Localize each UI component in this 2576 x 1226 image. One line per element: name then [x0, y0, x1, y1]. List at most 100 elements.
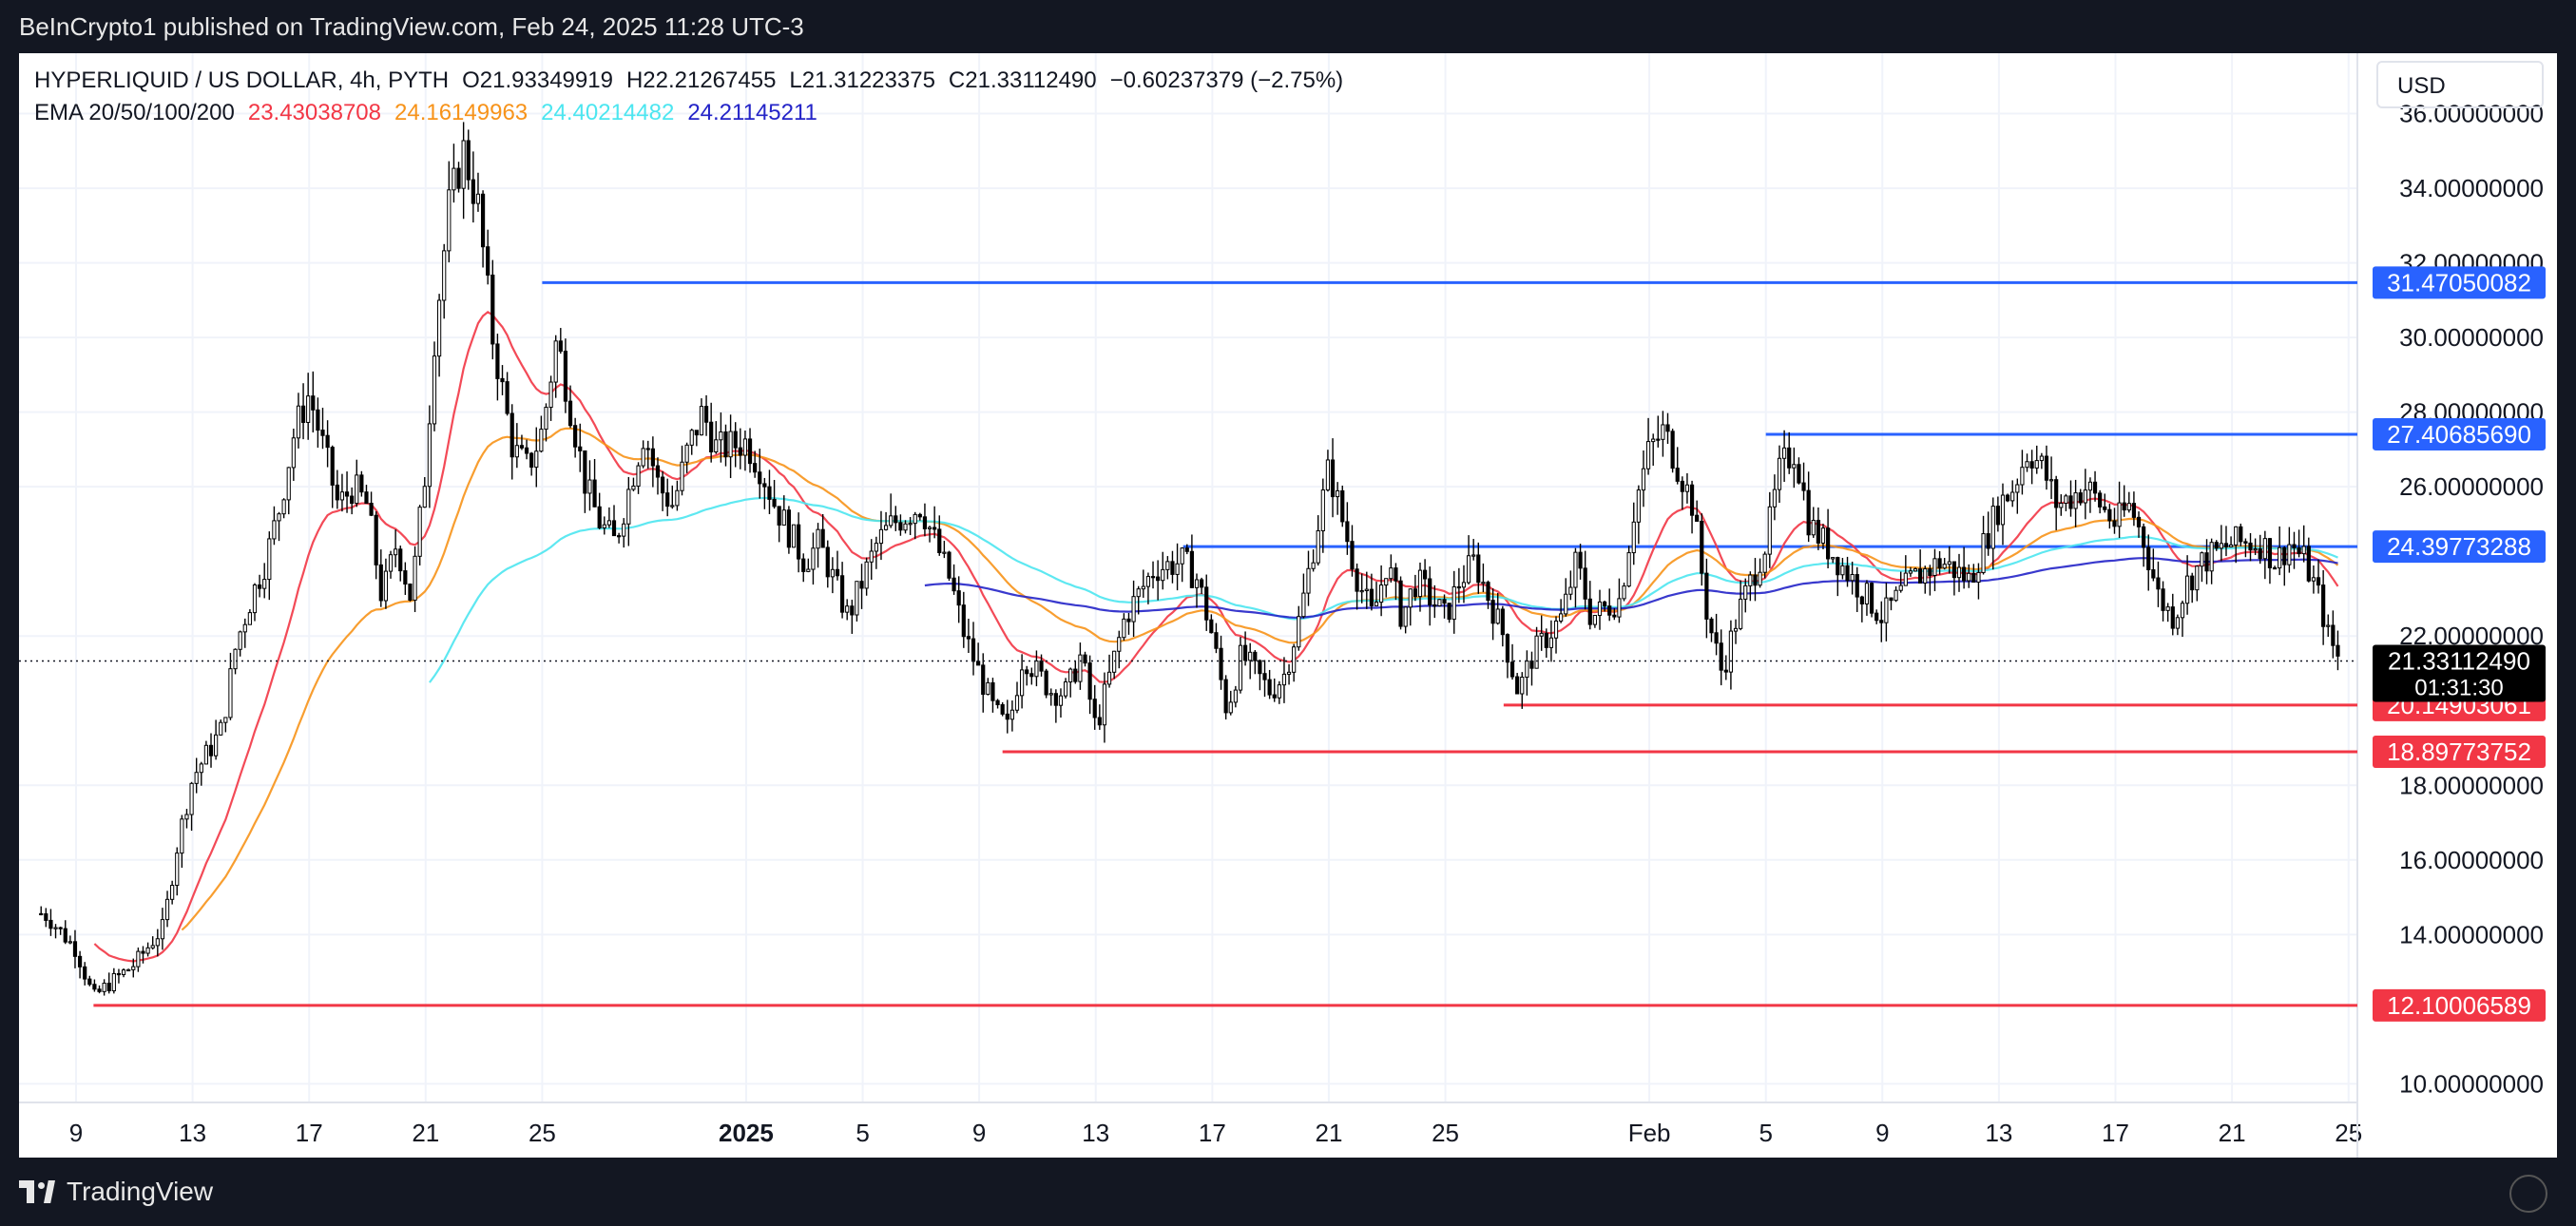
candle-body: [2078, 492, 2083, 504]
candle-body: [203, 744, 209, 765]
candle-body: [1209, 619, 1214, 634]
candle-body: [1005, 713, 1009, 720]
close-value: C21.33112490: [948, 67, 1097, 93]
candle-body: [592, 479, 597, 508]
candle-body: [398, 548, 403, 572]
candle-body: [1267, 679, 1272, 696]
candle-body: [1320, 489, 1325, 531]
candle-body: [1374, 602, 1379, 606]
candle-body: [97, 988, 102, 992]
candle-body: [437, 299, 442, 357]
candle-body: [1248, 651, 1253, 661]
candle-body: [1971, 572, 1976, 584]
x-tick-label: 17: [296, 1119, 323, 1147]
candle-body: [378, 564, 383, 602]
candle-body: [519, 445, 525, 449]
candle-body: [966, 636, 971, 640]
candle-body: [2107, 508, 2112, 522]
price-chart[interactable]: 36.0000000034.0000000032.0000000030.0000…: [19, 53, 2557, 1158]
candle-body: [1355, 568, 1359, 592]
candle-body: [747, 438, 753, 465]
resistance-price-tag: 27.40685690: [2387, 420, 2531, 449]
candle-body: [2306, 546, 2311, 582]
candle-body: [947, 551, 952, 579]
candle-body: [344, 491, 350, 497]
candle-body: [291, 437, 296, 469]
candle-body: [1258, 660, 1262, 675]
candle-body: [1272, 694, 1277, 699]
candle-body: [801, 558, 806, 572]
candle-body: [1106, 671, 1112, 685]
candle-body: [869, 550, 874, 563]
candle-body: [553, 340, 558, 383]
candle-body: [1661, 424, 1665, 440]
currency-button[interactable]: USD: [2376, 61, 2544, 108]
candle-body: [2103, 506, 2107, 510]
candle-body: [961, 604, 966, 638]
candle-body: [257, 584, 262, 589]
candle-body: [1995, 506, 2000, 526]
candle-body: [1500, 608, 1505, 636]
candle-body: [990, 681, 995, 701]
candle-body: [1913, 568, 1918, 572]
candle-body: [394, 548, 398, 556]
candle-body: [1855, 574, 1859, 598]
tradingview-logo[interactable]: TradingView: [19, 1177, 213, 1207]
candle-body: [2175, 617, 2180, 629]
candle-body: [587, 479, 592, 494]
candle-body: [723, 431, 728, 458]
candle-body: [641, 448, 645, 467]
candle-body: [816, 528, 820, 549]
candle-body: [106, 983, 111, 992]
candle-body: [855, 581, 859, 616]
candle-body: [1000, 703, 1005, 715]
candle-body: [1898, 584, 1903, 591]
candle-body: [878, 528, 884, 545]
ema50-value: 24.16149963: [394, 100, 529, 125]
candle-body: [1723, 669, 1728, 673]
candle-body: [2087, 481, 2093, 491]
candle-body: [2000, 494, 2006, 526]
candle-body: [971, 638, 976, 662]
candle-body: [665, 492, 670, 508]
candle-body: [864, 561, 869, 589]
candle-body: [383, 570, 389, 602]
candle-body: [272, 520, 277, 540]
candle-body: [655, 465, 661, 478]
change-value: −0.60237379 (−2.75%): [1109, 67, 1344, 93]
candle-body: [1034, 661, 1039, 678]
candle-body: [1534, 635, 1539, 669]
candle-body: [791, 524, 797, 548]
candle-body: [126, 968, 131, 972]
candle-body: [606, 520, 611, 526]
publisher-bar: BeInCrypto1 published on TradingView.com…: [0, 0, 2576, 53]
ema-label[interactable]: EMA 20/50/100/200: [34, 100, 235, 125]
candle-body: [845, 605, 850, 613]
candle-body: [1073, 668, 1078, 682]
x-tick-label: 13: [179, 1119, 206, 1147]
candle-body: [228, 668, 233, 718]
candle-body: [214, 734, 219, 757]
candle-body: [1020, 669, 1025, 697]
candle-body: [2301, 546, 2306, 555]
candle-body: [1359, 590, 1364, 593]
candle-body: [2214, 542, 2219, 549]
candle-body: [1345, 521, 1350, 543]
candle-body: [311, 395, 316, 411]
candle-body: [1787, 447, 1792, 469]
candle-body: [1456, 585, 1461, 589]
chart-area[interactable]: 36.00000000 34.00000000 32.00000000 30.0000…: [19, 53, 2557, 1158]
candle-body: [1645, 441, 1651, 469]
candle-body: [1336, 489, 1340, 498]
candle-body: [2165, 606, 2170, 611]
candle-body: [976, 661, 981, 666]
candle-body: [2025, 461, 2029, 469]
candle-body: [2292, 544, 2297, 548]
candle-body: [529, 452, 534, 469]
symbol-label[interactable]: HYPERLIQUID / US DOLLAR, 4h, PYTH: [34, 67, 450, 93]
candle-body: [116, 972, 122, 976]
candle-body: [2267, 538, 2273, 568]
candle-body: [461, 140, 466, 189]
candle-body: [548, 381, 553, 409]
candle-body: [1859, 596, 1864, 604]
